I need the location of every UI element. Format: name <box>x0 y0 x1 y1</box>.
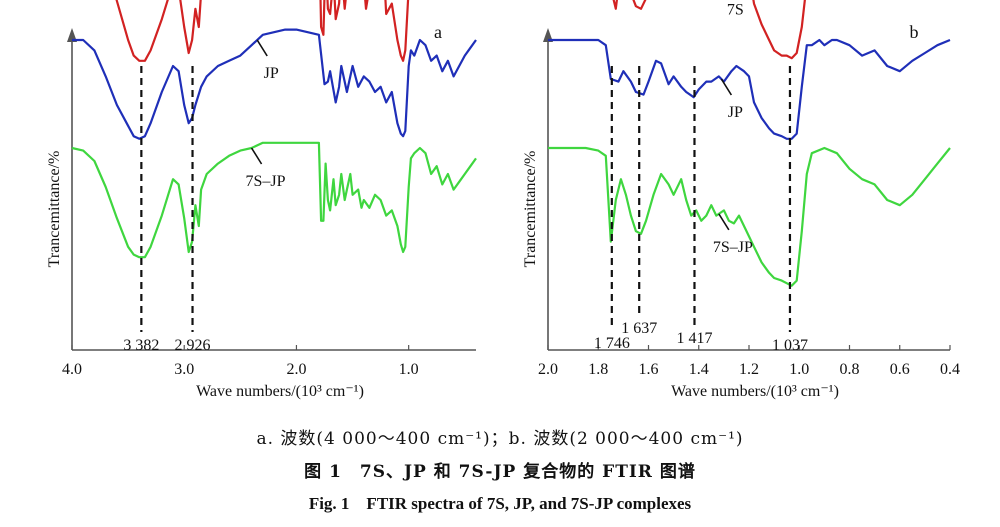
y-axis-arrow <box>67 28 77 42</box>
peak-marker-label: 1 637 <box>621 320 657 337</box>
series-label: 7S–JP <box>246 173 286 190</box>
ftir-chart: 4.0 3.0 2.0 1.0 Wave numbers/(10³ cm⁻¹) Tranc… <box>46 0 960 400</box>
x-tick-label: 3.0 <box>174 361 194 378</box>
subcaption: a. 波数(4 000～400 cm⁻¹)；b. 波数(2 000～400 cm… <box>256 429 744 449</box>
series-line-JP <box>548 38 951 140</box>
panel-a: 4.0 3.0 2.0 1.0 Wave numbers/(10³ cm⁻¹) Tranc… <box>46 0 477 400</box>
series-label: JP <box>728 104 743 121</box>
series-label: JP <box>264 65 279 82</box>
x-tick-label: 2.0 <box>286 361 306 378</box>
peak-marker-label: 1 417 <box>676 330 712 347</box>
y-axis-arrow <box>543 28 553 42</box>
x-tick-label: 1.0 <box>399 361 419 378</box>
x-tick-label: 4.0 <box>62 361 82 378</box>
x-tick-label: 0.6 <box>890 361 910 378</box>
x-tick-label: 1.0 <box>789 361 809 378</box>
series-leader-line <box>720 78 733 96</box>
peak-marker-label: 1 746 <box>594 335 630 352</box>
x-axis-label: Wave numbers/(10³ cm⁻¹) <box>196 383 364 400</box>
x-tick-label: 2.0 <box>538 361 558 378</box>
panel-label: b <box>910 22 919 42</box>
peak-marker-label: 1 037 <box>772 337 808 354</box>
figure-title-en: Fig. 1 FTIR spectra of 7S, JP, and 7S-JP… <box>308 494 692 513</box>
x-tick-label: 1.4 <box>689 361 709 378</box>
series-line-JP <box>72 28 477 140</box>
x-tick-label: 1.6 <box>639 361 659 378</box>
x-axis-label: Wave numbers/(10³ cm⁻¹) <box>671 383 839 400</box>
panel-b: 2.0 1.8 1.6 1.4 1.2 1.0 0.8 0.6 0.4 Wave numbers/… <box>522 0 960 400</box>
x-tick-label: 1.8 <box>588 361 608 378</box>
y-axis-label: Trancemittance/% <box>46 151 63 268</box>
series-leader-line <box>250 147 263 165</box>
series-leader-line <box>256 39 268 57</box>
y-axis-label: Trancemittance/% <box>522 151 539 268</box>
series-line-7S-JP <box>71 141 477 259</box>
x-tick-label: 1.2 <box>739 361 759 378</box>
peak-marker-label: 3 382 <box>123 337 159 354</box>
series-label: 7S–JP <box>713 239 753 256</box>
peak-marker-label: 2 926 <box>175 337 211 354</box>
x-tick-label: 0.4 <box>940 361 960 378</box>
series-line-7S-JP <box>548 146 951 287</box>
series-line-7S <box>612 0 806 60</box>
panel-label: a <box>434 22 442 42</box>
series-leader-line <box>718 213 730 231</box>
series-label: 7S <box>727 2 744 19</box>
x-tick-label: 0.8 <box>840 361 860 378</box>
figure-title-cn: 图 1 7S、JP 和 7S-JP 复合物的 FTIR 图谱 <box>304 462 696 482</box>
